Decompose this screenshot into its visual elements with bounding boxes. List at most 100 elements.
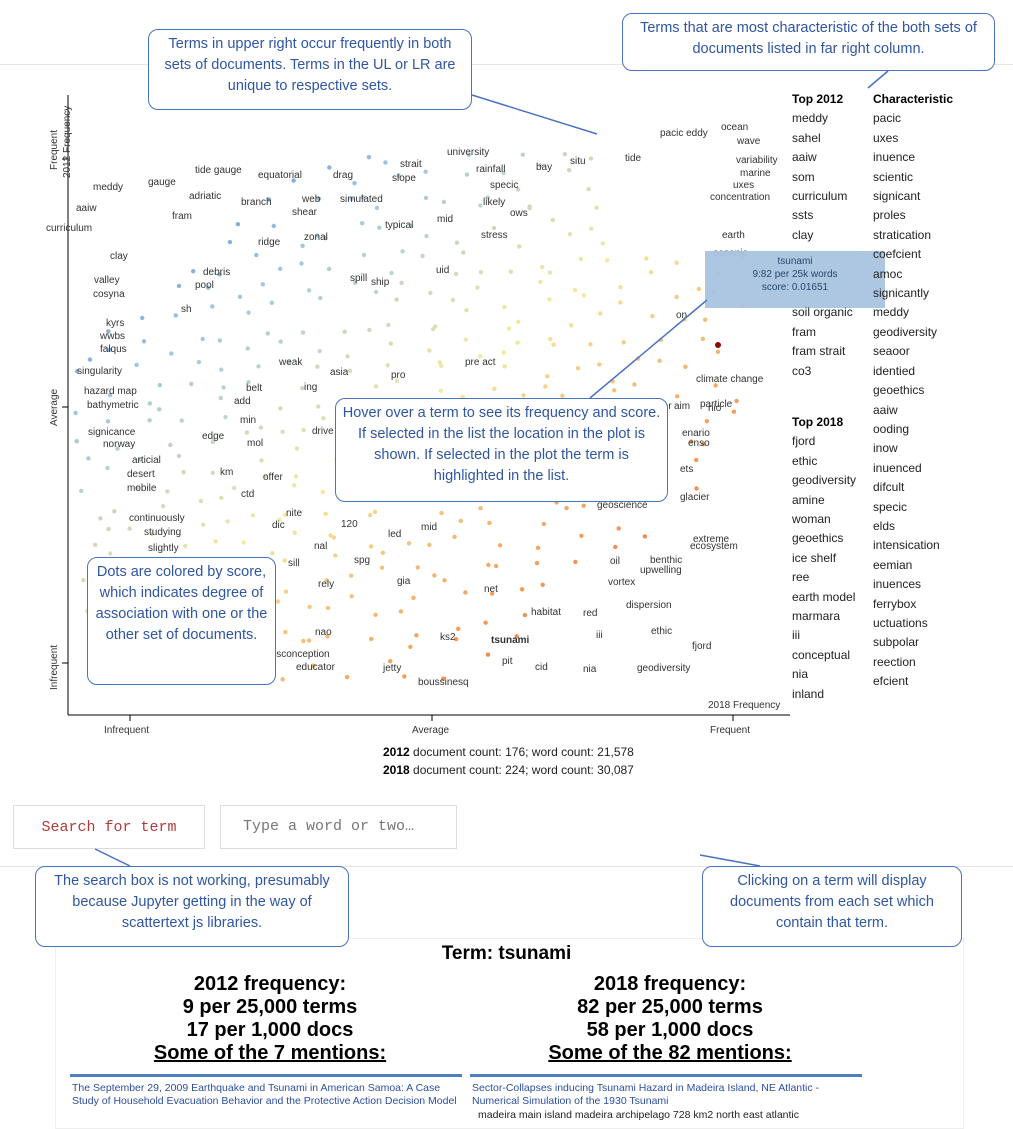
term-dot[interactable] [254, 252, 259, 258]
term-dot[interactable] [232, 485, 237, 491]
term-dot[interactable] [293, 474, 299, 479]
top-2012-item[interactable]: sahel [792, 130, 821, 145]
term-dot[interactable] [547, 336, 553, 342]
term-dot[interactable] [579, 533, 584, 538]
term-dot[interactable] [245, 346, 250, 351]
characteristic-item[interactable]: geodiversity [873, 324, 938, 339]
term-dot[interactable] [275, 599, 281, 604]
term-dot[interactable] [300, 330, 306, 335]
term-dot[interactable] [315, 233, 320, 238]
term-label[interactable]: pre act [465, 357, 496, 368]
term-label[interactable]: belt [246, 383, 262, 394]
top-2018-item[interactable]: ree [792, 570, 810, 585]
term-dot[interactable] [73, 410, 78, 416]
term-dot[interactable] [540, 264, 545, 270]
term-dot[interactable] [522, 612, 528, 618]
term-dot[interactable] [270, 551, 275, 556]
term-dot[interactable] [223, 414, 228, 420]
term-dot[interactable] [321, 416, 326, 421]
characteristic-item[interactable]: reection [873, 654, 916, 669]
term-dot[interactable] [213, 539, 218, 544]
term-label[interactable]: upwelling [640, 565, 682, 576]
term-dot[interactable] [540, 582, 545, 587]
term-dot[interactable] [106, 329, 111, 334]
term-label[interactable]: rely [318, 579, 334, 590]
term-dot[interactable] [567, 168, 572, 173]
term-dot[interactable] [569, 323, 574, 328]
characteristic-item[interactable]: eemian [873, 557, 913, 572]
term-dot[interactable] [373, 289, 379, 295]
term-dot[interactable] [183, 543, 188, 549]
term-dot[interactable] [388, 659, 393, 664]
term-dot[interactable] [715, 349, 721, 354]
term-label[interactable]: sh [181, 304, 192, 315]
term-dot[interactable] [541, 521, 547, 527]
characteristic-item[interactable]: stratication [873, 227, 932, 242]
term-label[interactable]: strait [400, 159, 422, 170]
term-dot[interactable] [179, 418, 184, 423]
term-label[interactable]: isconception [274, 649, 330, 660]
term-label[interactable]: bathymetric [87, 400, 139, 411]
term-label[interactable]: jetty [382, 663, 401, 674]
term-dot[interactable] [683, 364, 688, 369]
top-2012-item[interactable]: curriculum [792, 189, 848, 204]
term-dot[interactable] [442, 578, 447, 583]
term-dot[interactable] [547, 297, 552, 302]
term-label[interactable]: min [240, 415, 256, 426]
term-dot[interactable] [458, 518, 463, 524]
term-dot[interactable] [562, 152, 568, 157]
term-dot[interactable] [696, 286, 702, 292]
characteristic-item[interactable]: inuence [873, 150, 916, 165]
term-dot[interactable] [575, 366, 581, 371]
term-dot[interactable] [379, 565, 385, 570]
term-label[interactable]: simulated [340, 194, 383, 205]
term-label[interactable]: ing [304, 382, 317, 393]
characteristic-item[interactable]: amoc [873, 266, 903, 281]
term-dot[interactable] [567, 232, 573, 237]
term-label[interactable]: clay [110, 251, 128, 262]
term-dot[interactable] [225, 519, 230, 524]
term-dot[interactable] [349, 196, 354, 202]
term-dot[interactable] [147, 418, 152, 423]
top-2012-item[interactable]: fram strait [792, 344, 846, 359]
term-dot[interactable] [241, 540, 246, 545]
top-2018-item[interactable]: inland [792, 686, 825, 701]
term-dot[interactable] [325, 605, 331, 611]
term-dot[interactable] [408, 223, 414, 229]
term-dot[interactable] [105, 419, 111, 424]
term-dot[interactable] [292, 483, 297, 488]
characteristic-item[interactable]: pacic [873, 111, 902, 126]
term-dot[interactable] [427, 348, 432, 353]
term-label[interactable]: earth [722, 230, 745, 241]
term-label[interactable]: slightly [148, 543, 179, 554]
term-dot[interactable] [210, 470, 215, 475]
term-dot[interactable] [176, 283, 182, 289]
term-dot[interactable] [441, 676, 446, 681]
term-label[interactable]: mol [247, 438, 263, 449]
term-dot[interactable] [266, 197, 272, 202]
term-label[interactable]: variability [736, 155, 778, 166]
term-dot[interactable] [196, 359, 202, 365]
term-dot[interactable] [408, 644, 413, 649]
characteristic-item[interactable]: efcient [873, 674, 909, 689]
term-dot[interactable] [93, 542, 98, 547]
term-dot[interactable] [327, 165, 332, 170]
term-label[interactable]: ctd [241, 489, 254, 500]
term-dot[interactable] [189, 381, 194, 387]
term-label[interactable]: gauge [148, 177, 176, 188]
term-label[interactable]: shear [292, 207, 318, 218]
term-dot[interactable] [560, 393, 565, 398]
term-label[interactable]: ets [680, 464, 693, 475]
term-label[interactable]: aaiw [76, 203, 97, 214]
characteristic-item[interactable]: scientic [873, 169, 914, 184]
term-dot[interactable] [464, 308, 469, 313]
term-dot[interactable] [427, 542, 432, 547]
term-dot[interactable] [399, 280, 404, 286]
term-dot[interactable] [519, 587, 525, 592]
term-label[interactable]: curriculum [46, 223, 92, 234]
term-dot[interactable] [316, 404, 321, 409]
term-dot[interactable] [283, 512, 288, 517]
term-dot[interactable] [389, 270, 394, 276]
term-dot[interactable] [210, 439, 216, 445]
term-dot[interactable] [345, 354, 350, 359]
